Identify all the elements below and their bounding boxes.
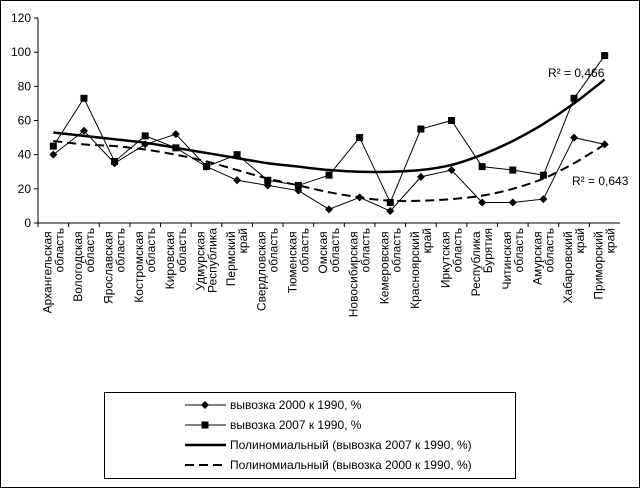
x-tick-label: Ярославская область	[102, 228, 128, 304]
square-marker	[478, 163, 486, 171]
x-tick-label: Новосибирская область	[347, 228, 373, 317]
y-tick-label: 60	[18, 114, 32, 128]
r2-annotation: R² = 0,643	[572, 174, 629, 188]
square-marker	[111, 158, 119, 165]
y-tick-label: 20	[18, 182, 32, 196]
square-marker	[264, 176, 272, 184]
square-marker	[233, 151, 241, 159]
y-tick-label: 0	[24, 216, 31, 230]
diamond-marker	[539, 195, 548, 204]
r2-annotation: R² = 0,466	[548, 66, 605, 80]
diamond-marker	[201, 401, 209, 409]
x-tick-label: Вологодская область	[71, 228, 97, 302]
x-tick-label: Амурская область	[530, 228, 556, 285]
square-marker	[601, 52, 609, 60]
legend-label: Полиномиальный (вывозка 2000 к 1990, %)	[230, 458, 472, 472]
x-tick-label: Хабаровский край	[561, 228, 587, 304]
diamond-marker	[325, 205, 333, 214]
diamond-marker	[233, 176, 242, 185]
square-marker	[356, 134, 364, 142]
x-tick-label: Читинская область	[500, 228, 526, 290]
x-tick-label: Костромская область	[132, 228, 158, 303]
square-marker	[539, 171, 547, 179]
y-tick-label: 40	[18, 148, 32, 162]
x-tick-label: Тюменская область	[285, 228, 311, 293]
diamond-marker	[447, 166, 456, 175]
x-tick-label: Свердловская область	[255, 228, 281, 311]
square-marker	[202, 163, 210, 171]
diamond-marker	[570, 133, 579, 142]
x-tick-label: Кемеровская область	[377, 228, 403, 304]
square-marker	[386, 199, 394, 206]
square-marker	[294, 181, 302, 189]
square-marker	[49, 142, 57, 150]
y-tick-label: 80	[18, 79, 32, 93]
square-marker	[201, 421, 209, 429]
square-marker	[325, 171, 333, 179]
square-marker	[448, 117, 456, 124]
legend-label: вывозка 2000 к 1990, %	[230, 398, 362, 412]
diamond-marker	[171, 130, 180, 139]
x-tick-label: Омская область	[316, 228, 342, 274]
x-tick-label: Кировская область	[163, 228, 189, 289]
diamond-marker	[416, 172, 425, 181]
diamond-marker	[508, 198, 517, 207]
square-marker	[417, 125, 425, 133]
x-tick-label: Республика Бурятия	[469, 228, 495, 296]
series-line	[53, 140, 606, 203]
legend-label: вывозка 2007 к 1990, %	[230, 418, 362, 432]
y-tick-label: 100	[11, 45, 31, 59]
square-marker	[570, 94, 578, 102]
square-marker	[141, 132, 149, 140]
diamond-marker	[79, 126, 88, 135]
diamond-marker	[478, 198, 487, 207]
x-tick-label: Иркутская область	[439, 228, 465, 288]
x-tick-label: Красноярский край	[408, 228, 434, 309]
y-tick-label: 120	[11, 11, 31, 25]
series-line	[53, 78, 606, 174]
square-marker	[80, 94, 88, 102]
x-tick-label: Удмурская Республика	[193, 228, 219, 293]
x-tick-label: Пермский край	[224, 228, 250, 286]
diamond-marker	[386, 207, 395, 216]
square-marker	[509, 166, 517, 174]
legend-box	[104, 392, 516, 479]
diamond-marker	[49, 150, 58, 159]
x-tick-label: Приморский край	[592, 228, 618, 300]
legend-label: Полиномиальный (вывозка 2007 к 1990, %)	[230, 438, 472, 452]
x-tick-label: Архангельская область	[40, 228, 66, 313]
